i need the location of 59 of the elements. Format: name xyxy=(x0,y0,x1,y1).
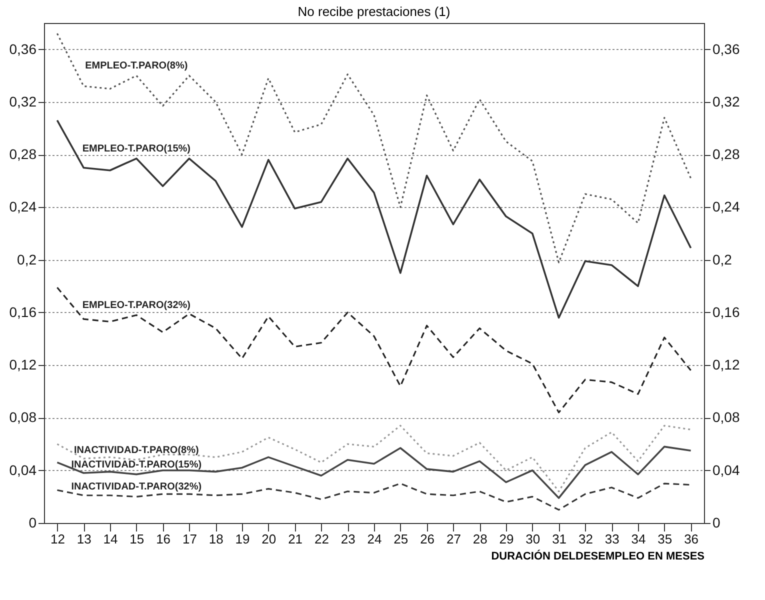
x-tick-label: 20 xyxy=(262,532,276,546)
y2-tick-label: 0,04 xyxy=(712,462,740,478)
y-tick-label: 0,04 xyxy=(9,462,37,478)
x-tick-label: 22 xyxy=(314,532,329,546)
line-series xyxy=(56,424,692,492)
x-tick-label: 36 xyxy=(684,532,699,546)
x-tick-label: 21 xyxy=(288,532,303,546)
line-series xyxy=(56,482,692,511)
x-tick-label: 14 xyxy=(103,532,118,546)
x-tick-label: 18 xyxy=(208,532,224,546)
series-label: EMPLEO-T.PARO(15%) xyxy=(82,144,190,155)
y-tick-label: 0 xyxy=(28,514,37,530)
x-axis-title: DURACIÓN DELDESEMPLEO EN MESES xyxy=(491,550,704,562)
line-series xyxy=(56,286,692,414)
y-tick-label: 0,36 xyxy=(9,40,37,57)
line-series xyxy=(56,119,692,319)
x-tick-label: 25 xyxy=(394,532,408,546)
y2-tick-label: 0,32 xyxy=(712,93,740,110)
y2-tick-label: 0,36 xyxy=(712,40,740,57)
x-tick-label: 27 xyxy=(446,532,461,546)
series-label: INACTIVIDAD-T.PARO(32%) xyxy=(71,482,202,493)
x-tick-label: 16 xyxy=(156,532,171,546)
x-tick-label: 15 xyxy=(130,532,144,546)
y-tick-label: 0,16 xyxy=(9,304,37,320)
x-tick-label: 31 xyxy=(552,532,567,546)
y2-tick-label: 0 xyxy=(712,514,720,530)
y-tick-label: 0,28 xyxy=(9,146,37,162)
y2-tick-label: 0,2 xyxy=(712,251,732,268)
series-label: EMPLEO-T.PARO(8%) xyxy=(85,60,188,72)
y2-tick-label: 0,16 xyxy=(712,304,740,320)
series-label: INACTIVIDAD-T.PARO(8%) xyxy=(74,444,199,456)
x-tick-label: 35 xyxy=(658,532,672,546)
x-tick-label: 26 xyxy=(420,532,435,546)
y2-tick-label: 0,24 xyxy=(712,198,740,215)
x-tick-label: 34 xyxy=(631,532,646,546)
line-series xyxy=(56,446,692,499)
x-tick-label: 29 xyxy=(499,532,514,546)
y2-tick-label: 0,28 xyxy=(712,146,740,162)
y2-tick-label: 0,12 xyxy=(712,356,740,373)
x-tick-label: 13 xyxy=(76,532,92,546)
x-tick-label: 17 xyxy=(182,532,197,546)
series-label: INACTIVIDAD-T.PARO(15%) xyxy=(71,459,202,470)
x-tick-label: 32 xyxy=(578,532,593,546)
y2-tick-label: 0,08 xyxy=(712,409,740,426)
y-tick-label: 0,32 xyxy=(9,93,37,110)
x-tick-label: 33 xyxy=(604,532,620,546)
line-series xyxy=(56,32,692,264)
x-tick-label: 24 xyxy=(367,532,382,546)
y-tick-label: 0,08 xyxy=(9,409,37,426)
x-tick-label: 12 xyxy=(50,532,65,546)
x-tick-label: 23 xyxy=(340,532,356,546)
chart-title: No recibe prestaciones (1) xyxy=(298,4,450,19)
x-tick-label: 30 xyxy=(526,532,540,546)
x-tick-label: 19 xyxy=(235,532,250,546)
y-tick-label: 0,12 xyxy=(9,356,37,373)
y-tick-label: 0,2 xyxy=(17,251,37,268)
x-tick-label: 28 xyxy=(472,532,488,546)
y-tick-label: 0,24 xyxy=(9,198,37,215)
series-label: EMPLEO-T.PARO(32%) xyxy=(82,300,190,312)
